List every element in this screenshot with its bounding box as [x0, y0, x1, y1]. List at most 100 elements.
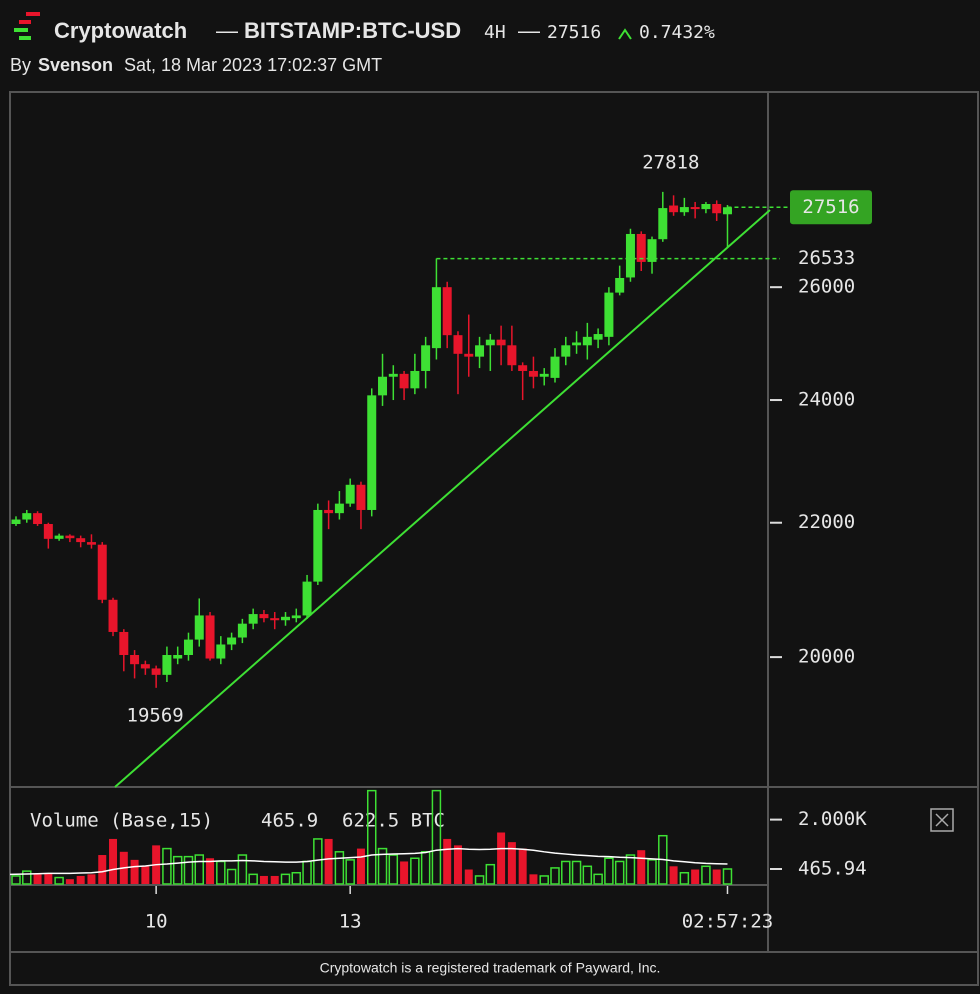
- candle-body: [485, 339, 495, 346]
- brand: Cryptowatch: [54, 18, 187, 43]
- candle-body: [216, 644, 226, 659]
- footer: Cryptowatch is a registered trademark of…: [320, 960, 661, 976]
- volume-bar: [464, 869, 473, 884]
- volume-bar: [248, 873, 258, 885]
- candle-body: [431, 287, 441, 349]
- candle-body: [281, 616, 290, 621]
- candle-body: [173, 655, 183, 659]
- candle-body: [43, 524, 53, 539]
- up-arrow: [618, 28, 632, 40]
- volume-bar: [162, 847, 172, 885]
- volume-bar: [669, 866, 678, 884]
- candle-body: [464, 353, 474, 357]
- volume-tick-label: 2.000K: [798, 808, 867, 830]
- volume-bar: [172, 855, 183, 885]
- volume-bar: [226, 868, 237, 885]
- candle-body: [183, 639, 193, 656]
- candle-body: [248, 614, 258, 624]
- close-button[interactable]: [930, 808, 954, 832]
- candle-body: [302, 581, 312, 616]
- candle-body: [324, 509, 334, 514]
- volume-bar: [54, 876, 64, 885]
- candle-body: [496, 339, 506, 346]
- logo: [14, 12, 40, 40]
- volume-bar: [701, 865, 711, 885]
- candle-body: [270, 618, 280, 621]
- countdown: 02:57:23: [682, 911, 774, 933]
- volume-bar: [474, 875, 485, 885]
- volume-bar: [539, 875, 549, 885]
- candle-body: [475, 345, 485, 357]
- date: Sat, 18 Mar 2023 17:02:37 GMT: [124, 55, 382, 75]
- last-price-box: [790, 190, 872, 225]
- volume-bar: [410, 857, 420, 885]
- volume-ma: 622.5 BTC: [342, 810, 445, 832]
- volume-bar: [453, 845, 462, 884]
- low-label: 19569: [127, 704, 184, 726]
- level-label: 26533: [798, 247, 855, 269]
- volume-value: 465.9: [261, 810, 318, 832]
- volume-bar: [518, 848, 527, 884]
- volume-bar: [237, 854, 248, 885]
- market: BITSTAMP:BTC-USD: [244, 18, 461, 43]
- candle-body: [453, 335, 463, 354]
- chart-frame: [9, 91, 979, 986]
- candle-body: [345, 484, 355, 504]
- candle-body: [291, 615, 301, 619]
- candle-body: [658, 208, 668, 240]
- candle-body: [690, 207, 700, 210]
- candle-body: [33, 513, 43, 525]
- x-tick-label: 10: [145, 911, 168, 933]
- interval: 4H: [484, 22, 506, 43]
- volume-bar: [647, 859, 657, 885]
- volume-tick-label: 465.94: [798, 858, 867, 880]
- candle-body: [669, 205, 679, 213]
- candle-body: [636, 233, 646, 262]
- volume-bar: [98, 855, 107, 884]
- y-tick-label: 24000: [798, 389, 855, 411]
- candle-body: [679, 207, 689, 213]
- volume-bar: [614, 860, 625, 885]
- candle-body: [399, 373, 409, 389]
- volume-bar: [183, 855, 194, 885]
- change: 0.7432%: [639, 22, 715, 43]
- volume-bar: [637, 850, 646, 884]
- volume-bar: [582, 865, 593, 885]
- candle-body: [11, 519, 21, 525]
- candle-body: [507, 345, 517, 366]
- volume-bar: [334, 851, 345, 885]
- volume-bar: [324, 838, 333, 884]
- volume-label: Volume (Base,15): [30, 810, 213, 832]
- volume-bar: [291, 871, 302, 885]
- candle-body: [227, 637, 237, 645]
- candle-body: [701, 203, 711, 210]
- volume-bar: [280, 873, 291, 885]
- volume-bar: [33, 874, 42, 884]
- candle-body: [237, 623, 247, 638]
- volume-bar: [507, 842, 516, 884]
- candle-body: [722, 207, 732, 215]
- separator: —: [216, 18, 238, 43]
- volume-bar: [22, 870, 32, 885]
- author: Svenson: [38, 55, 113, 75]
- volume-bar: [109, 838, 118, 884]
- volume-bar: [44, 873, 53, 884]
- candle-body: [442, 287, 452, 336]
- volume-bar: [443, 838, 452, 884]
- volume-bar: [485, 863, 496, 885]
- y-tick-label: 20000: [798, 646, 855, 668]
- candle-body: [65, 535, 75, 539]
- volume-bar: [313, 838, 323, 885]
- candle-body: [86, 542, 96, 545]
- volume-bar: [497, 832, 506, 884]
- by: By: [10, 55, 31, 75]
- candle-body: [119, 631, 129, 656]
- candle-body: [421, 345, 431, 371]
- candle-body: [334, 503, 344, 514]
- candle-body: [367, 395, 377, 510]
- volume-bar: [302, 860, 312, 885]
- volume-bar: [141, 866, 150, 884]
- volume-ma-line: [9, 847, 728, 876]
- candle-body: [140, 664, 150, 669]
- candle-body: [356, 484, 366, 510]
